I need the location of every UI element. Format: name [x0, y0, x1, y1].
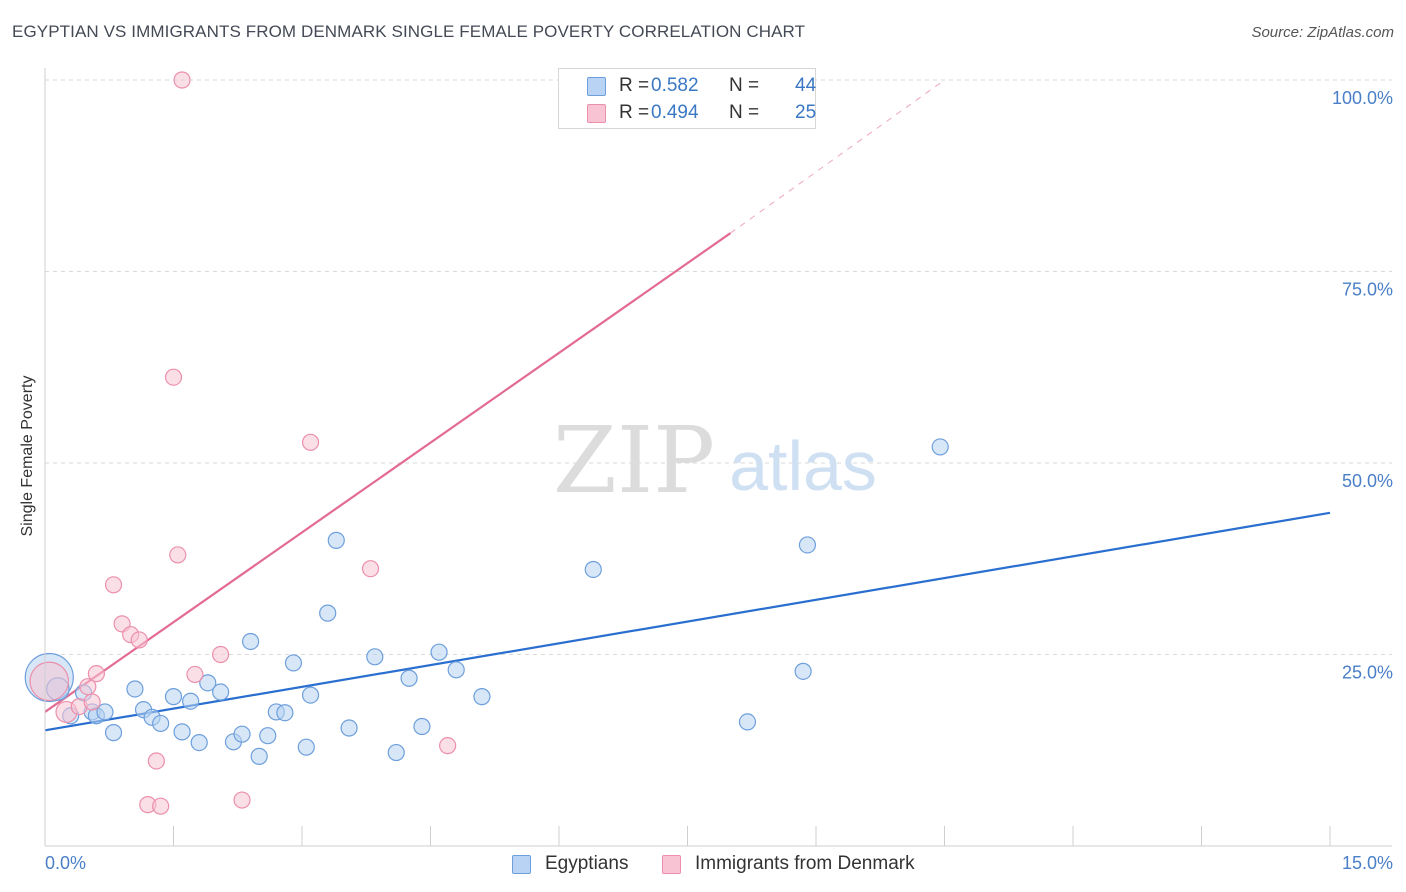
egyptians-point — [413, 717, 431, 736]
egyptians-point — [447, 661, 465, 679]
egyptians-point — [340, 719, 358, 737]
denmark-point — [104, 576, 123, 594]
watermark-atlas: atlas — [729, 427, 877, 505]
denmark-point — [186, 665, 204, 684]
denmark-point — [87, 665, 106, 683]
series-legend-denmark[interactable]: Immigrants from Denmark — [662, 852, 915, 876]
denmark-point — [173, 71, 191, 89]
egyptians-point — [297, 738, 315, 756]
chart-title: EGYPTIAN VS IMMIGRANTS FROM DENMARK SING… — [12, 22, 806, 41]
egyptians-point — [242, 632, 260, 651]
denmark-point — [83, 693, 101, 711]
denmark-point — [169, 546, 187, 564]
watermark-zip: ZIP — [553, 407, 715, 514]
egyptians-point — [473, 688, 491, 706]
series-label-egyptians: Egyptians — [545, 853, 629, 874]
egyptians-point — [96, 703, 114, 721]
denmark-point — [147, 752, 165, 770]
legend-r-label: R = — [619, 75, 650, 96]
denmark-trendline-extension — [730, 79, 945, 234]
egyptians-point — [319, 604, 337, 622]
axis-layer: 25.0% 50.0% 75.0% 100.0% 0.0% 15.0% — [44, 68, 1393, 873]
legend-r-label: R = — [619, 102, 650, 123]
denmark-point — [361, 560, 380, 578]
egyptians-point — [931, 438, 949, 456]
egyptians-point — [366, 648, 384, 666]
egyptians-point — [327, 531, 345, 549]
denmark-point — [439, 737, 457, 755]
grid-layer — [45, 79, 1392, 655]
egyptians-trendline — [44, 511, 1331, 732]
egyptians-point — [387, 743, 405, 762]
egyptians-point — [301, 686, 320, 704]
egyptians-point — [199, 674, 217, 692]
point-layer — [24, 71, 949, 815]
egyptians-point — [190, 733, 208, 752]
egyptians-point — [104, 724, 123, 742]
y-tick-label: 25.0% — [1342, 663, 1393, 683]
egyptians-point — [284, 654, 303, 672]
egyptians-point — [233, 725, 251, 743]
egyptians-point — [430, 643, 448, 661]
legend-n-value: 44 — [795, 75, 817, 96]
egyptians-point — [794, 662, 812, 680]
egyptians-point — [164, 688, 183, 706]
denmark-trendline — [44, 232, 731, 713]
egyptians-point — [182, 692, 200, 710]
x-tick-label: 15.0% — [1342, 853, 1393, 873]
egyptians-point — [738, 713, 757, 731]
series-legend-egyptians[interactable]: Egyptians — [512, 852, 628, 876]
y-tick-label: 75.0% — [1342, 280, 1393, 300]
legend-n-value: 25 — [795, 102, 817, 123]
correlation-legend: R = 0.582 N = 44 R = 0.494 N = 25 — [558, 68, 816, 129]
egyptians-point — [173, 723, 191, 741]
egyptians-point — [259, 727, 277, 745]
egyptians-point — [212, 683, 230, 701]
egyptians-point — [400, 669, 418, 687]
denmark-point — [233, 791, 251, 809]
denmark-point — [152, 797, 170, 815]
y-tick-label: 50.0% — [1342, 471, 1393, 491]
series-swatch-egyptians — [512, 854, 531, 874]
egyptians-point — [126, 680, 144, 698]
denmark-point — [164, 368, 183, 386]
series-label-denmark: Immigrants from Denmark — [695, 853, 915, 874]
denmark-point — [130, 631, 148, 649]
denmark-point — [29, 661, 70, 702]
chart-source: Source: ZipAtlas.com — [1251, 24, 1394, 41]
legend-swatch-denmark — [587, 104, 606, 123]
denmark-point — [212, 645, 230, 664]
legend-r-value: 0.494 — [651, 102, 699, 123]
egyptians-point — [250, 747, 268, 765]
legend-n-label: N = — [729, 75, 760, 96]
y-tick-label: 100.0% — [1332, 88, 1393, 108]
egyptians-point — [276, 704, 294, 722]
egyptians-point — [798, 536, 817, 554]
egyptians-point — [584, 560, 602, 579]
legend-n-label: N = — [729, 102, 760, 123]
y-axis-label: Single Female Poverty — [19, 375, 36, 537]
x-tick-label: 0.0% — [45, 853, 86, 873]
series-swatch-denmark — [662, 854, 681, 874]
denmark-point — [301, 433, 320, 451]
legend-swatch-egyptians — [587, 77, 606, 96]
legend-r-value: 0.582 — [651, 75, 699, 96]
egyptians-point — [152, 714, 170, 733]
trend-layer — [44, 79, 1331, 732]
